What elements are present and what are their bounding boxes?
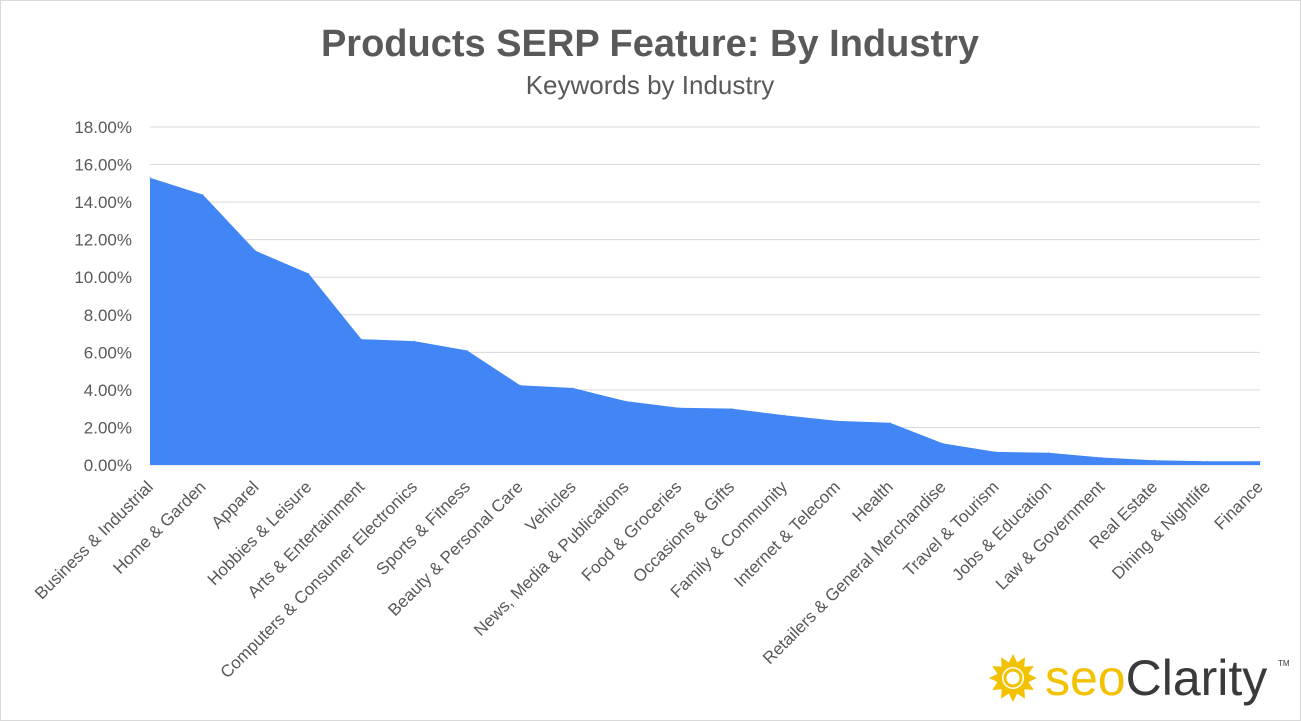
y-tick-label: 0.00%	[84, 456, 132, 475]
y-tick-label: 6.00%	[84, 343, 132, 362]
brand-wordmark: seoClarity	[1045, 650, 1267, 706]
data-point	[889, 422, 891, 424]
data-point	[942, 442, 944, 444]
data-point	[1100, 456, 1102, 458]
data-point	[730, 408, 732, 410]
chart-subtitle: Keywords by Industry	[526, 70, 775, 100]
x-tick-label: Food & Groceries	[578, 477, 686, 585]
data-point	[678, 407, 680, 409]
data-point	[519, 384, 521, 386]
data-point	[836, 420, 838, 422]
data-point	[572, 387, 574, 389]
sun-logo-icon	[989, 654, 1037, 702]
area-series	[149, 177, 1261, 465]
data-point	[1206, 460, 1208, 462]
y-tick-label: 16.00%	[74, 156, 132, 175]
data-point	[308, 272, 310, 274]
data-point	[625, 400, 627, 402]
data-point	[1259, 460, 1261, 462]
x-tick-label: Sports & Fitness	[372, 477, 474, 579]
y-tick-label: 10.00%	[74, 268, 132, 287]
data-point	[783, 414, 785, 416]
x-tick-label: Computers & Consumer Electronics	[217, 477, 422, 682]
data-point	[149, 177, 151, 179]
x-tick-label: Jobs & Education	[948, 477, 1055, 584]
sun-ring	[1003, 668, 1023, 688]
y-tick-label: 18.00%	[74, 118, 132, 137]
y-tick-label: 2.00%	[84, 418, 132, 437]
data-point	[413, 340, 415, 342]
data-point	[1048, 452, 1050, 454]
data-point	[255, 250, 257, 252]
trademark-mark: TM	[1278, 659, 1290, 668]
data-point	[202, 194, 204, 196]
brand-suffix: Clarity	[1126, 650, 1268, 706]
area-fill	[150, 177, 1260, 465]
x-tick-label: Dining & Nightlife	[1108, 477, 1214, 583]
data-point	[1153, 459, 1155, 461]
x-tick-label: Finance	[1211, 477, 1267, 533]
x-tick-label: Home & Garden	[109, 477, 209, 577]
y-tick-label: 8.00%	[84, 306, 132, 325]
chart-title: Products SERP Feature: By Industry	[321, 23, 979, 65]
data-point	[995, 451, 997, 453]
data-point	[360, 338, 362, 340]
y-tick-label: 12.00%	[74, 231, 132, 250]
y-tick-label: 4.00%	[84, 381, 132, 400]
data-point	[466, 349, 468, 351]
y-tick-label: 14.00%	[74, 193, 132, 212]
seoclarity-logo	[989, 654, 1037, 702]
brand-prefix: seo	[1045, 650, 1126, 706]
y-axis-tick-labels: 0.00% 2.00% 4.00% 6.00% 8.00% 10.00% 12.00% 14.…	[74, 118, 132, 475]
x-tick-label: Travel & Tourism	[900, 477, 1003, 580]
x-tick-label: Health	[849, 477, 897, 525]
